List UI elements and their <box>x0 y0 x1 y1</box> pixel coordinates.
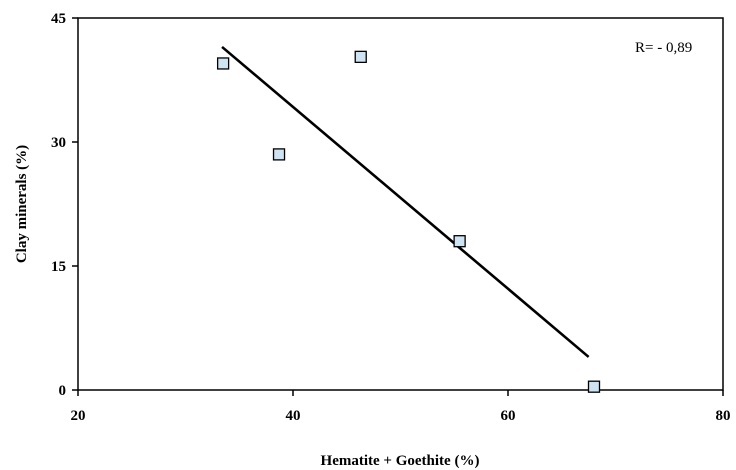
trend-line <box>221 45 590 358</box>
plot-area <box>77 17 724 391</box>
y-tick-label: 0 <box>59 383 67 399</box>
x-axis-title: Hematite + Goethite (%) <box>321 453 480 469</box>
x-tick-label: 80 <box>716 408 731 424</box>
y-tick-label: 30 <box>51 135 66 151</box>
data-point <box>453 235 466 248</box>
axis-ticks <box>72 17 724 396</box>
data-points <box>216 50 601 393</box>
data-point <box>354 50 367 64</box>
y-axis-title: Clay minerals (%) <box>14 145 30 263</box>
data-point <box>272 148 286 161</box>
y-tick-label: 15 <box>51 259 66 275</box>
x-tick-label: 40 <box>286 408 301 424</box>
data-point <box>216 57 230 70</box>
tick-labels: 20 40 60 80 0 15 30 45 <box>51 11 731 424</box>
data-point <box>587 380 601 393</box>
x-tick-label: 20 <box>71 408 86 424</box>
x-tick-label: 60 <box>501 408 516 424</box>
correlation-annotation: R= - 0,89 <box>635 40 692 56</box>
y-tick-label: 45 <box>51 11 66 27</box>
